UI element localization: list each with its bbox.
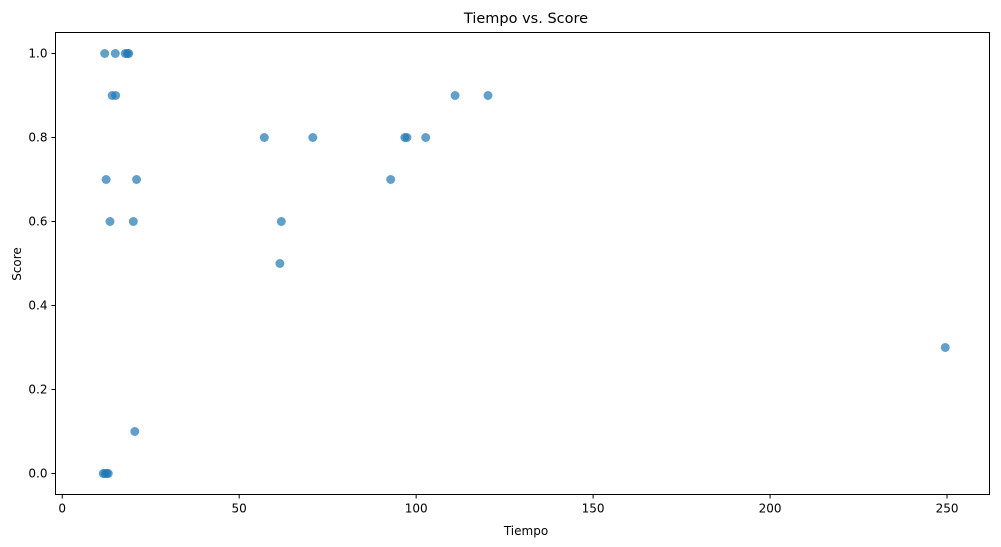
data-point bbox=[132, 175, 142, 184]
data-point bbox=[100, 49, 110, 58]
data-point bbox=[402, 133, 412, 142]
data-point bbox=[101, 175, 111, 184]
data-point bbox=[128, 217, 138, 226]
x-tick-label: 150 bbox=[582, 502, 605, 516]
data-point bbox=[421, 133, 431, 142]
x-tick-label: 0 bbox=[58, 502, 66, 516]
y-axis-ticks: 0.0 0.2 0.4 0.6 0.8 1.0 bbox=[28, 47, 56, 481]
points-layer bbox=[98, 49, 950, 478]
data-point bbox=[124, 49, 134, 58]
data-point bbox=[259, 133, 269, 142]
chart-title: Tiempo vs. Score bbox=[463, 11, 588, 27]
y-tick-label: 0.8 bbox=[28, 131, 47, 145]
data-point bbox=[386, 175, 396, 184]
data-point bbox=[308, 133, 318, 142]
data-point bbox=[110, 49, 120, 58]
data-point bbox=[103, 469, 113, 478]
data-point bbox=[111, 91, 121, 100]
x-axis-label: Tiempo bbox=[503, 524, 548, 538]
y-tick-label: 0.2 bbox=[28, 383, 47, 397]
data-point bbox=[105, 217, 115, 226]
data-point bbox=[276, 217, 286, 226]
y-tick-label: 1.0 bbox=[28, 47, 47, 61]
data-point bbox=[275, 259, 285, 268]
y-tick-label: 0.0 bbox=[28, 467, 47, 481]
y-axis-label: Score bbox=[10, 247, 24, 281]
data-point bbox=[483, 91, 493, 100]
data-point bbox=[130, 427, 140, 436]
plot-area bbox=[55, 32, 990, 495]
x-tick-label: 50 bbox=[232, 502, 247, 516]
data-point bbox=[450, 91, 460, 100]
y-tick-label: 0.6 bbox=[28, 215, 47, 229]
data-point bbox=[940, 343, 950, 352]
y-tick-label: 0.4 bbox=[28, 299, 47, 313]
x-tick-label: 250 bbox=[936, 502, 959, 516]
x-axis-ticks: 0 50 100 150 200 250 bbox=[58, 494, 959, 516]
x-tick-label: 100 bbox=[405, 502, 428, 516]
x-tick-label: 200 bbox=[759, 502, 782, 516]
